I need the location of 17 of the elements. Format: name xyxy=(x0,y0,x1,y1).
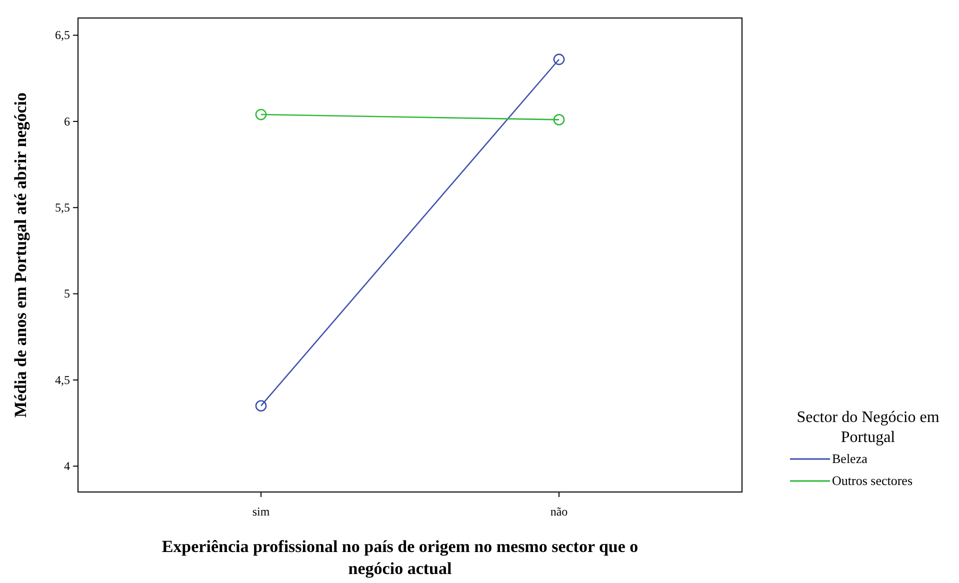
y-tick-label: 4 xyxy=(64,458,70,473)
x-tick-label: sim xyxy=(252,504,270,519)
legend-label: Outros sectores xyxy=(832,473,913,488)
point xyxy=(553,54,565,66)
y-tick-label: 5 xyxy=(64,286,70,301)
y-tick-label: 5,5 xyxy=(55,200,70,214)
x-axis-title: Experiência profissional no país de origem no mesmo sector que o negócio actual xyxy=(162,537,638,578)
legend-title: Sector do Negócio em Portugal xyxy=(796,409,940,446)
legend-label: Beleza xyxy=(832,451,868,466)
x-tick-label: não xyxy=(550,504,568,519)
y-tick-label: 6,5 xyxy=(55,28,70,42)
point xyxy=(255,108,267,120)
point xyxy=(553,114,565,126)
y-axis-title: Média de anos em Portugal até abrir negócio xyxy=(11,92,30,418)
point xyxy=(255,400,267,412)
y-tick-label: 4,5 xyxy=(55,372,70,387)
y-tick-label: 6 xyxy=(64,114,70,128)
